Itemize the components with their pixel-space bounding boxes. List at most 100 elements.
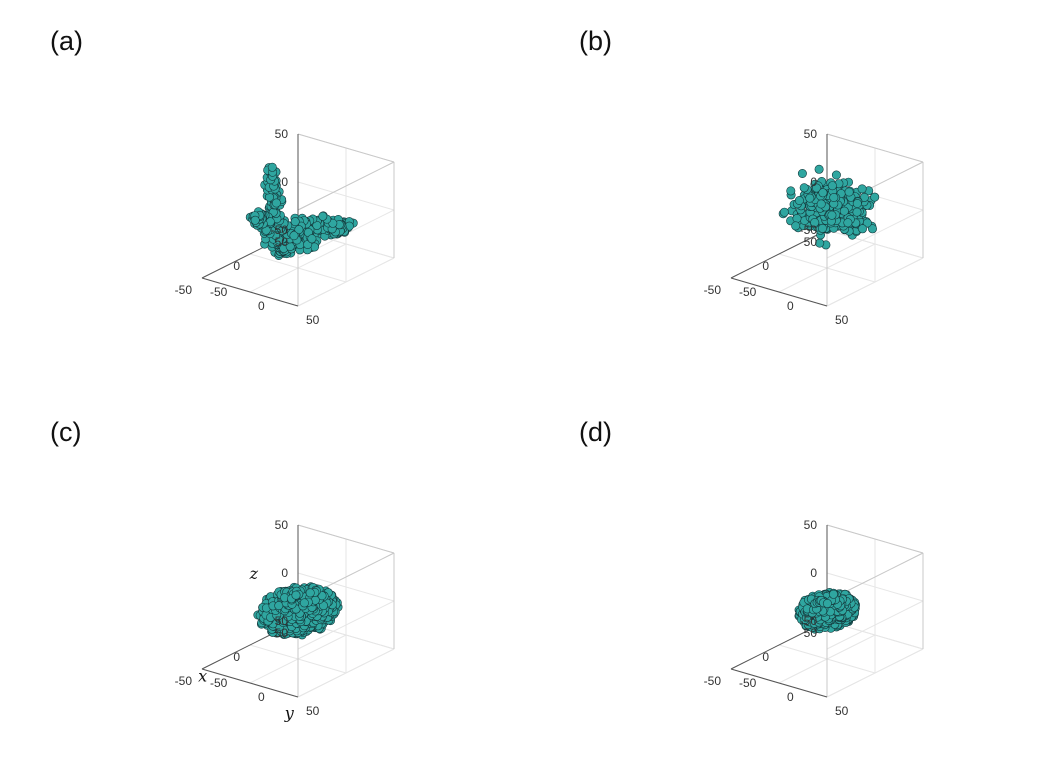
y-tick-label: -50 bbox=[210, 676, 228, 690]
panel-c: 50 0 50 50 0 -50 -50 0 50 z x y (c) bbox=[0, 391, 529, 782]
grid-line-floor-y bbox=[826, 648, 924, 698]
z-tick-label: 50 bbox=[275, 614, 289, 628]
particle-point bbox=[829, 193, 839, 203]
particle-point bbox=[818, 188, 828, 198]
box-edge bbox=[826, 133, 924, 163]
panel-label: (a) bbox=[50, 26, 83, 56]
particles bbox=[794, 588, 860, 634]
grid-line-floor-x bbox=[826, 229, 924, 259]
particle-point bbox=[305, 588, 315, 598]
particle-point bbox=[817, 223, 827, 233]
particle-point bbox=[870, 192, 880, 202]
particle-point bbox=[312, 220, 322, 230]
panel-label: (d) bbox=[579, 417, 612, 447]
z-tick-label: 50 bbox=[804, 127, 818, 141]
grid-line-floor-y bbox=[297, 257, 395, 307]
panel-label: (c) bbox=[50, 417, 81, 447]
panel-d: 50 0 -50 50 0 -50 -50 0 50 (d) bbox=[529, 391, 1058, 782]
particle-point bbox=[827, 210, 837, 220]
x-axis-line bbox=[730, 229, 828, 279]
particle-point bbox=[794, 196, 804, 206]
particles bbox=[245, 162, 358, 261]
particle-point bbox=[839, 206, 849, 216]
particle-point bbox=[812, 183, 822, 193]
x-tick-label: 50 bbox=[275, 235, 289, 249]
y-tick-label: -50 bbox=[739, 285, 757, 299]
particle-point bbox=[797, 169, 807, 179]
y-tick-label: -50 bbox=[739, 676, 757, 690]
y-tick-label: 50 bbox=[306, 313, 320, 327]
grid-line-floor-y bbox=[826, 257, 924, 307]
y-tick-label: 0 bbox=[258, 690, 265, 704]
x-tick-label: 0 bbox=[762, 259, 769, 273]
z-tick-label: 0 bbox=[281, 566, 288, 580]
particle-point bbox=[791, 221, 801, 231]
z-tick-label: 0 bbox=[810, 566, 817, 580]
y-axis-line bbox=[201, 277, 299, 307]
y-tick-label: -50 bbox=[210, 285, 228, 299]
particles bbox=[253, 582, 343, 640]
y-tick-label: 0 bbox=[787, 690, 794, 704]
particle-point bbox=[857, 224, 867, 234]
particle-point bbox=[867, 224, 877, 234]
y-tick-label: 0 bbox=[258, 299, 265, 313]
particle-point bbox=[289, 231, 299, 241]
x-tick-label: -50 bbox=[704, 674, 722, 688]
x-tick-label: 0 bbox=[233, 259, 240, 273]
panel-a: 50 0 -50 50 0 -50 -50 0 50 (a) bbox=[0, 0, 529, 391]
x-axis-label: x bbox=[198, 666, 207, 685]
particle-point bbox=[250, 215, 260, 225]
particle-point bbox=[307, 234, 317, 244]
particle-point bbox=[843, 218, 853, 228]
particle-point bbox=[827, 181, 837, 191]
y-tick-label: 50 bbox=[835, 704, 849, 718]
box-edge bbox=[297, 524, 395, 554]
particle-point bbox=[299, 598, 309, 608]
y-axis-line bbox=[201, 668, 299, 698]
particle-point bbox=[290, 217, 300, 227]
y-tick-label: 50 bbox=[306, 704, 320, 718]
z-tick-label: 50 bbox=[275, 127, 289, 141]
z-tick-label: -50 bbox=[800, 614, 818, 628]
particle-point bbox=[805, 193, 815, 203]
particle-point bbox=[852, 199, 862, 209]
particle-point bbox=[779, 207, 789, 217]
x-tick-label: 50 bbox=[804, 626, 818, 640]
particle-point bbox=[271, 198, 281, 208]
z-tick-label: 50 bbox=[275, 518, 289, 532]
y-axis-line bbox=[730, 668, 828, 698]
x-tick-label: 0 bbox=[762, 650, 769, 664]
x-tick-label: -50 bbox=[175, 674, 193, 688]
z-tick-label: -50 bbox=[271, 223, 289, 237]
particle-point bbox=[318, 211, 328, 221]
panel-label: (b) bbox=[579, 26, 612, 56]
particles bbox=[778, 164, 880, 250]
box-edge bbox=[297, 133, 395, 163]
z-tick-label: 50 bbox=[804, 518, 818, 532]
particle-point bbox=[291, 590, 301, 600]
particle-point bbox=[828, 589, 838, 599]
y-axis-line bbox=[730, 277, 828, 307]
particle-point bbox=[810, 218, 820, 228]
particle-point bbox=[294, 225, 304, 235]
particle-point bbox=[852, 207, 862, 217]
z-axis-label: z bbox=[249, 564, 259, 583]
particle-point bbox=[831, 170, 841, 180]
z-tick-label: -50 bbox=[800, 223, 818, 237]
particle-point bbox=[267, 162, 277, 172]
particle-point bbox=[799, 183, 809, 193]
z-tick-label: 0 bbox=[281, 175, 288, 189]
particle-point bbox=[792, 214, 802, 224]
particle-point bbox=[844, 187, 854, 197]
x-tick-label: -50 bbox=[704, 283, 722, 297]
y-tick-label: 50 bbox=[835, 313, 849, 327]
box-edge bbox=[826, 524, 924, 554]
x-tick-label: 0 bbox=[233, 650, 240, 664]
y-tick-label: 0 bbox=[787, 299, 794, 313]
grid-line-floor-y bbox=[297, 648, 395, 698]
particle-point bbox=[786, 186, 796, 196]
